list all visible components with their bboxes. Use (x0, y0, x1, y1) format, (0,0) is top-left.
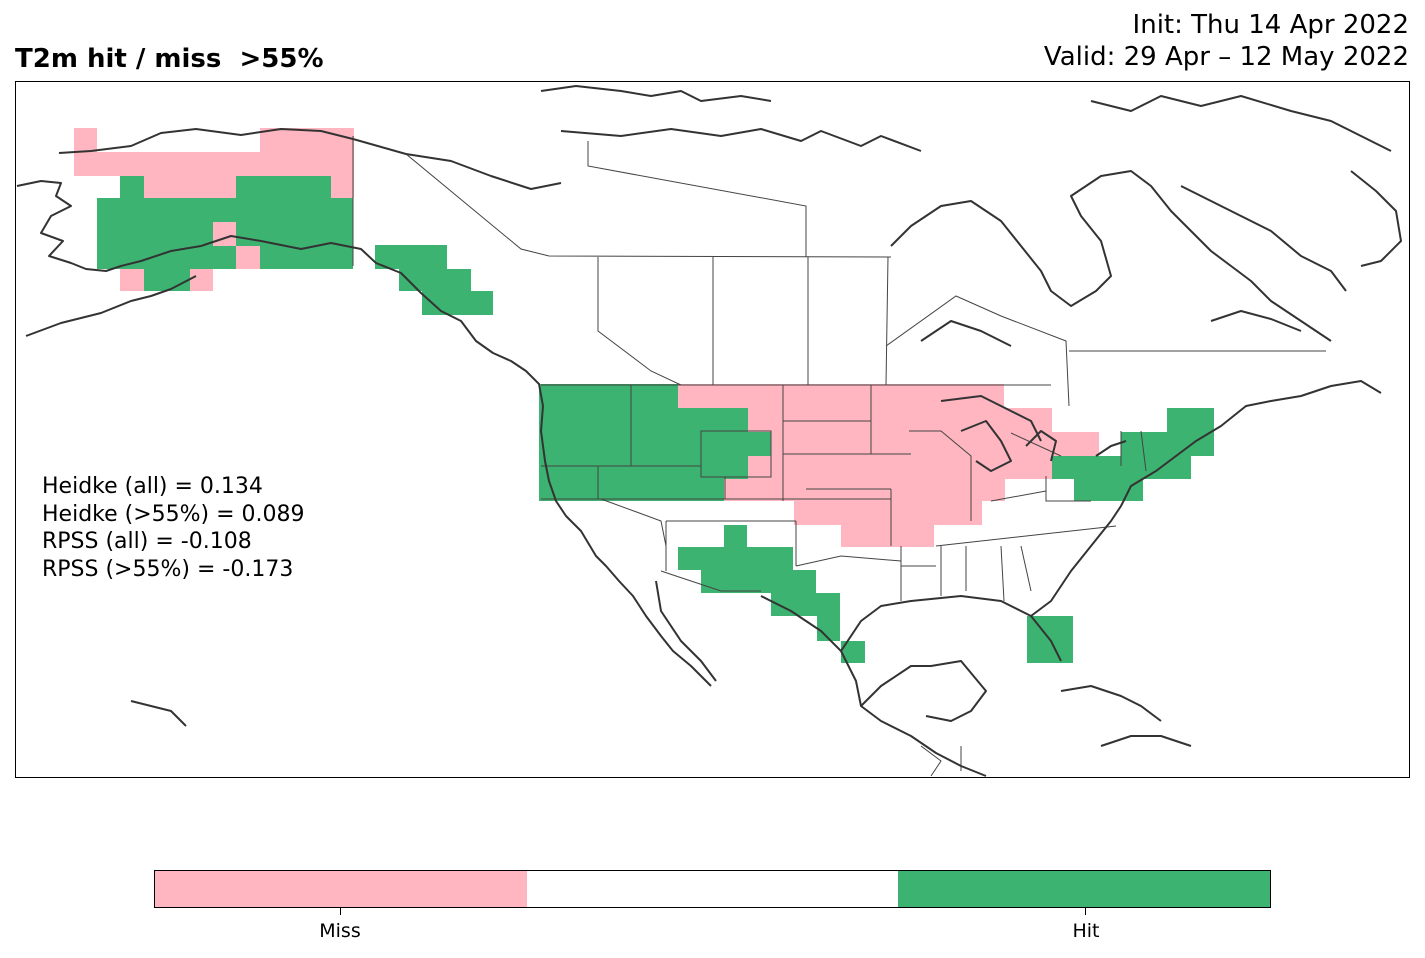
map-svg (16, 85, 1402, 777)
colorbar-label-hit: Hit (1072, 920, 1100, 942)
skill-scores: Heidke (all) = 0.134 Heidke (>55%) = 0.0… (42, 473, 305, 583)
miss-cells (74, 128, 1099, 547)
init-date: Init: Thu 14 Apr 2022 (1132, 10, 1409, 40)
coastlines (16, 85, 1402, 777)
score-heidke-all: Heidke (all) = 0.134 (42, 474, 263, 499)
map-panel (15, 81, 1410, 778)
colorbar-label-miss: Miss (319, 920, 361, 942)
colorbar-tick-hit (1085, 908, 1086, 915)
colorbar-hit-segment (898, 871, 1271, 907)
valid-period: Valid: 29 Apr – 12 May 2022 (1043, 42, 1409, 72)
score-rpss-55: RPSS (>55%) = -0.173 (42, 556, 294, 582)
colorbar-tick-miss (340, 908, 341, 915)
map-title: T2m hit / miss >55% (15, 44, 324, 74)
hit-cells (97, 176, 1214, 663)
score-rpss-all: RPSS (all) = -0.108 (42, 529, 252, 554)
colorbar-neutral-segment (526, 871, 899, 907)
score-heidke-55: Heidke (>55%) = 0.089 (42, 501, 305, 527)
colorbar-miss-segment (155, 871, 527, 907)
colorbar (154, 870, 1271, 908)
